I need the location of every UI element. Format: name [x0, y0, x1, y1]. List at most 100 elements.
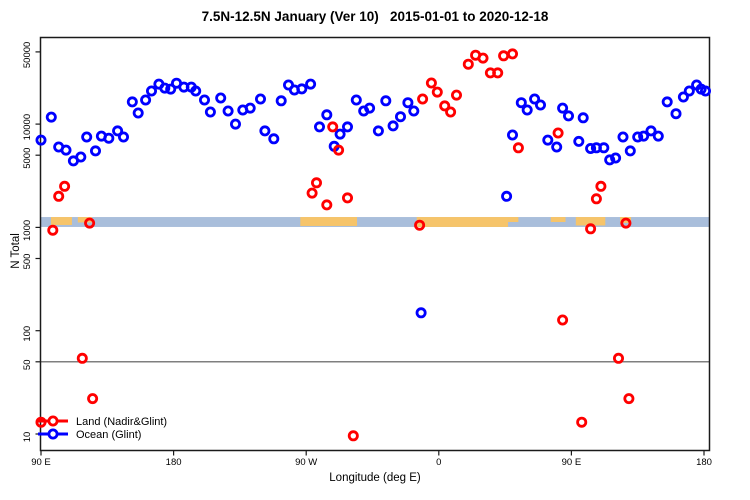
ocean-point [118, 131, 130, 143]
ocean-point [598, 142, 610, 154]
land-point [450, 89, 462, 101]
map-strip-land-patch [416, 217, 509, 227]
ocean-point [372, 125, 384, 137]
ocean-point [364, 102, 376, 114]
ocean-point [521, 104, 533, 116]
land-point [431, 86, 443, 98]
ocean-point [296, 83, 308, 95]
map-strip-land-patch [77, 217, 92, 223]
ocean-point [380, 95, 392, 107]
land-point [557, 314, 569, 326]
ocean-point [259, 125, 271, 137]
land-point [84, 217, 96, 229]
land-point [620, 217, 632, 229]
ocean-point [268, 133, 280, 145]
ocean-point [90, 145, 102, 157]
ocean-point [321, 109, 333, 121]
ocean-point [75, 151, 87, 163]
x-tick-label: 0 [436, 457, 441, 468]
land-point [59, 180, 71, 192]
land-point [47, 224, 59, 236]
ocean-point [222, 105, 234, 117]
x-tick-label: 90 W [295, 457, 317, 468]
map-strip-land-patch [300, 217, 358, 226]
ocean-point [229, 118, 241, 130]
ocean-point [408, 105, 420, 117]
chart-title: 7.5N-12.5N January (Ver 10) 2015-01-01 t… [201, 9, 549, 24]
ocean-point [501, 190, 513, 202]
ocean-point [535, 99, 547, 111]
land-point [477, 52, 489, 64]
x-tick-label: 180 [696, 457, 712, 468]
land-point [321, 199, 333, 211]
ocean-point [415, 307, 427, 319]
map-strip-ocean [40, 217, 710, 227]
land-point [498, 50, 510, 62]
land-point [417, 93, 429, 105]
ocean-point [604, 154, 616, 166]
ocean-point [244, 102, 256, 114]
land-point [310, 177, 322, 189]
ocean-point [632, 131, 644, 143]
ocean-point [313, 121, 325, 133]
ocean-point [402, 97, 414, 109]
ocean-point [617, 131, 629, 143]
ocean-point [670, 108, 682, 120]
ocean-point [350, 94, 362, 106]
land-point [512, 142, 524, 154]
land-point [425, 77, 437, 89]
ocean-point [132, 107, 144, 119]
ocean-point [275, 95, 287, 107]
ocean-point [394, 111, 406, 123]
map-strip-land-patch [575, 217, 606, 226]
ocean-point [638, 130, 650, 142]
x-tick-label: 90 E [31, 457, 51, 468]
land-point [439, 100, 451, 112]
y-tick-label: 100 [22, 326, 33, 342]
y-tick-label: 1000 [22, 220, 33, 241]
y-tick-label: 500 [22, 254, 33, 270]
ocean-point [35, 134, 47, 146]
legend-marker-land-icon [47, 415, 59, 427]
ocean-point [198, 94, 210, 106]
ocean-point [677, 91, 689, 103]
ocean-point [645, 125, 657, 137]
y-tick-label: 50 [22, 360, 33, 371]
map-strip-land-patch [508, 217, 519, 222]
ocean-point [305, 78, 317, 90]
legend-marker-ocean-icon [47, 428, 59, 440]
land-point [445, 106, 457, 118]
legend-label-ocean: Ocean (Glint) [76, 429, 141, 441]
ocean-point [112, 125, 124, 137]
land-point [595, 180, 607, 192]
ocean-point [563, 110, 575, 122]
ocean-point [585, 142, 597, 154]
ocean-point [60, 144, 72, 156]
y-tick-label: 10000 [22, 114, 33, 140]
land-point [53, 190, 65, 202]
land-point [506, 48, 518, 60]
ocean-point [45, 111, 57, 123]
land-point [327, 121, 339, 133]
land-point [492, 67, 504, 79]
land-point [576, 416, 588, 428]
land-point [623, 393, 635, 405]
map-strip-land-patch [550, 217, 566, 222]
ocean-point [190, 85, 202, 97]
ocean-point [145, 85, 157, 97]
land-point [76, 352, 88, 364]
ocean-point [624, 145, 636, 157]
ocean-point [387, 120, 399, 132]
ocean-point [334, 128, 346, 140]
ocean-point [557, 102, 569, 114]
y-tick-label: 5000 [22, 148, 33, 169]
land-point [414, 219, 426, 231]
map-strip-land-patch [51, 217, 72, 225]
ocean-point [683, 85, 695, 97]
y-tick-label: 50000 [22, 42, 33, 68]
land-point [462, 58, 474, 70]
land-point [87, 393, 99, 405]
ocean-point [652, 130, 664, 142]
